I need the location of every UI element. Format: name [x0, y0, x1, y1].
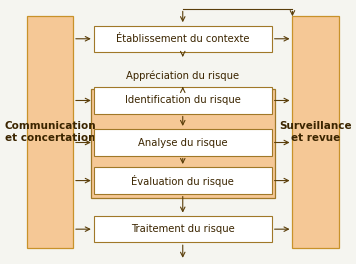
FancyBboxPatch shape: [94, 167, 272, 194]
FancyBboxPatch shape: [293, 16, 339, 248]
FancyBboxPatch shape: [90, 89, 275, 198]
Text: Traitement du risque: Traitement du risque: [131, 224, 235, 234]
Text: Identification du risque: Identification du risque: [125, 96, 241, 106]
FancyBboxPatch shape: [94, 216, 272, 242]
FancyBboxPatch shape: [94, 87, 272, 114]
Text: Appréciation du risque: Appréciation du risque: [126, 70, 239, 81]
FancyBboxPatch shape: [27, 16, 73, 248]
Text: Communication
et concertation: Communication et concertation: [4, 121, 96, 143]
Text: Établissement du contexte: Établissement du contexte: [116, 34, 250, 44]
Text: Analyse du risque: Analyse du risque: [138, 138, 227, 148]
Text: Surveillance
et revue: Surveillance et revue: [279, 121, 352, 143]
Text: Évaluation du risque: Évaluation du risque: [131, 175, 234, 187]
FancyBboxPatch shape: [94, 129, 272, 156]
FancyBboxPatch shape: [94, 26, 272, 52]
